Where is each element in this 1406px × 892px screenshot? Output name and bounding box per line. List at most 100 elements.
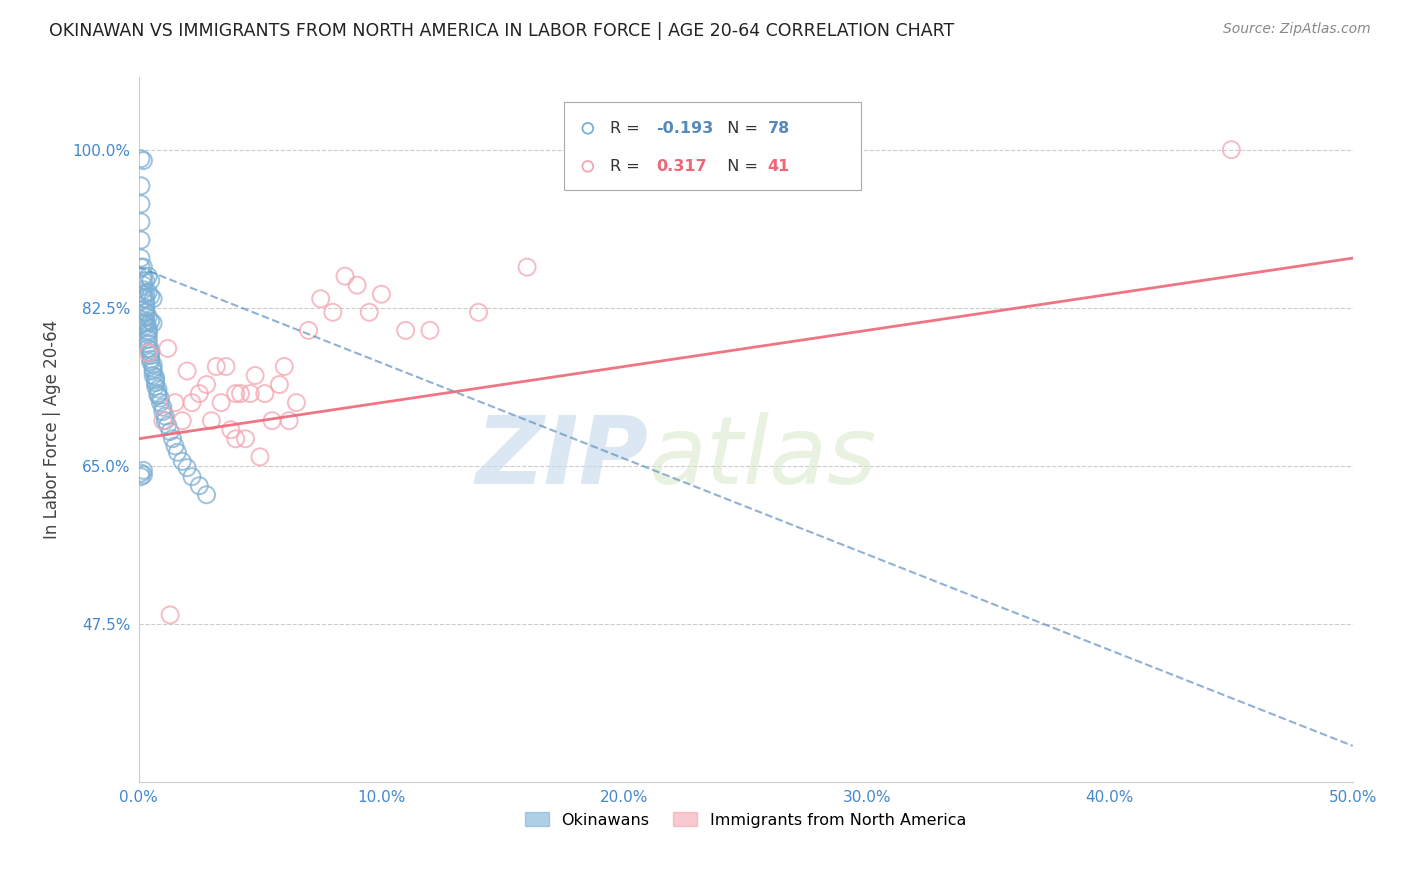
Point — [135, 310, 157, 324]
Point — [172, 454, 194, 468]
Point — [419, 323, 441, 337]
Point — [135, 292, 157, 306]
Text: R =: R = — [610, 159, 644, 174]
Text: N =: N = — [717, 120, 762, 136]
Point — [176, 460, 198, 475]
Point — [155, 414, 177, 428]
Point — [142, 358, 165, 372]
Point — [516, 260, 538, 274]
Point — [139, 346, 162, 360]
Text: OKINAWAN VS IMMIGRANTS FROM NORTH AMERICA IN LABOR FORCE | AGE 20-64 CORRELATION: OKINAWAN VS IMMIGRANTS FROM NORTH AMERIC… — [49, 22, 955, 40]
Point — [152, 400, 174, 414]
Point — [135, 274, 157, 288]
Point — [195, 377, 218, 392]
Point — [145, 379, 167, 393]
Point — [285, 395, 308, 409]
Text: atlas: atlas — [648, 412, 877, 503]
Point — [135, 305, 157, 319]
Point — [1026, 208, 1049, 222]
Point — [262, 414, 284, 428]
Text: 41: 41 — [768, 159, 790, 174]
Point — [132, 292, 155, 306]
Text: R =: R = — [610, 120, 644, 136]
Point — [142, 361, 165, 376]
Point — [132, 269, 155, 284]
Point — [1026, 257, 1049, 271]
Point — [229, 386, 252, 401]
Point — [278, 414, 301, 428]
Point — [163, 395, 186, 409]
Point — [132, 467, 155, 482]
Point — [129, 215, 152, 229]
Point — [129, 233, 152, 247]
FancyBboxPatch shape — [564, 102, 860, 190]
Point — [135, 287, 157, 301]
Point — [209, 395, 232, 409]
Point — [181, 469, 204, 483]
Text: -0.193: -0.193 — [655, 120, 713, 136]
Point — [132, 153, 155, 168]
Point — [359, 305, 381, 319]
Point — [333, 269, 356, 284]
Point — [155, 409, 177, 424]
Point — [139, 349, 162, 363]
Text: N =: N = — [717, 159, 762, 174]
Point — [370, 287, 392, 301]
Point — [239, 386, 262, 401]
Point — [145, 373, 167, 387]
Point — [149, 391, 172, 405]
Point — [136, 320, 159, 334]
Point — [136, 337, 159, 351]
Point — [129, 260, 152, 274]
Point — [205, 359, 228, 374]
Point — [249, 450, 271, 464]
Point — [129, 251, 152, 265]
Point — [139, 355, 162, 369]
Point — [159, 607, 181, 622]
Point — [139, 289, 162, 303]
Point — [136, 325, 159, 339]
Y-axis label: In Labor Force | Age 20-64: In Labor Force | Age 20-64 — [44, 320, 60, 540]
Point — [309, 292, 332, 306]
Point — [152, 414, 174, 428]
Point — [139, 314, 162, 328]
Point — [135, 296, 157, 310]
Point — [172, 414, 194, 428]
Point — [589, 143, 612, 157]
Point — [135, 301, 157, 315]
Point — [162, 432, 184, 446]
Point — [136, 269, 159, 284]
Text: Source: ZipAtlas.com: Source: ZipAtlas.com — [1223, 22, 1371, 37]
Point — [253, 386, 276, 401]
Point — [346, 278, 368, 293]
Point — [269, 377, 291, 392]
Point — [142, 292, 165, 306]
Point — [152, 404, 174, 418]
Text: 0.317: 0.317 — [655, 159, 706, 174]
Point — [395, 323, 418, 337]
Point — [129, 152, 152, 166]
Point — [225, 386, 247, 401]
Point — [145, 376, 167, 390]
Point — [136, 346, 159, 360]
Point — [215, 359, 238, 374]
Point — [166, 445, 188, 459]
Legend: Okinawans, Immigrants from North America: Okinawans, Immigrants from North America — [519, 805, 973, 834]
Point — [132, 278, 155, 293]
Point — [136, 327, 159, 342]
Point — [142, 368, 165, 383]
Point — [136, 285, 159, 300]
Point — [181, 395, 204, 409]
Point — [136, 323, 159, 337]
Point — [129, 469, 152, 483]
Point — [129, 466, 152, 480]
Point — [136, 310, 159, 324]
Text: 78: 78 — [768, 120, 790, 136]
Point — [146, 386, 169, 401]
Point — [273, 359, 295, 374]
Point — [142, 316, 165, 330]
Point — [132, 260, 155, 274]
Point — [142, 364, 165, 378]
Point — [219, 423, 242, 437]
Point — [139, 274, 162, 288]
